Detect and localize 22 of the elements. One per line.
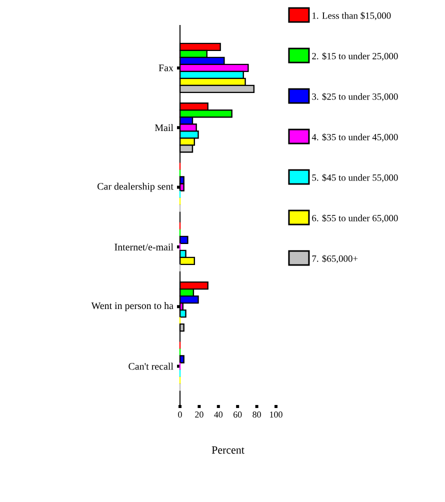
y-tick-label: Went in person to ha xyxy=(91,302,174,312)
y-tick-label: Internet/e-mail xyxy=(114,243,174,250)
x-tick-label: 0 xyxy=(178,412,182,418)
legend-label: 2. $15 to under 25,000 xyxy=(312,52,398,61)
legend-label: 1. Less than $15,000 xyxy=(312,12,391,20)
x-tick-label: 60 xyxy=(234,412,242,418)
legend-label: 7. $65,000+ xyxy=(312,254,358,264)
bar xyxy=(179,236,188,244)
x-tick-label: 100 xyxy=(270,412,282,418)
legend-label: 3. $25 to under 35,000 xyxy=(312,92,398,102)
y-tick-label: Mail xyxy=(154,124,174,132)
legend-label: 5. $45 to under 55,000 xyxy=(312,174,398,182)
x-axis-title: Percent xyxy=(212,446,244,454)
legend-label: 6. $55 to under 65,000 xyxy=(312,214,398,223)
y-tick-label: Car dealership sent xyxy=(98,182,174,192)
x-tick-label: 20 xyxy=(195,412,204,418)
y-tick-label: Can't recall xyxy=(128,362,174,370)
x-tick-label: 80 xyxy=(252,412,261,418)
y-tick-label: Fax xyxy=(158,64,174,72)
legend-label: 4. $35 to under 45,000 xyxy=(312,133,398,142)
x-tick-label: 40 xyxy=(214,412,223,418)
bar xyxy=(179,355,184,364)
